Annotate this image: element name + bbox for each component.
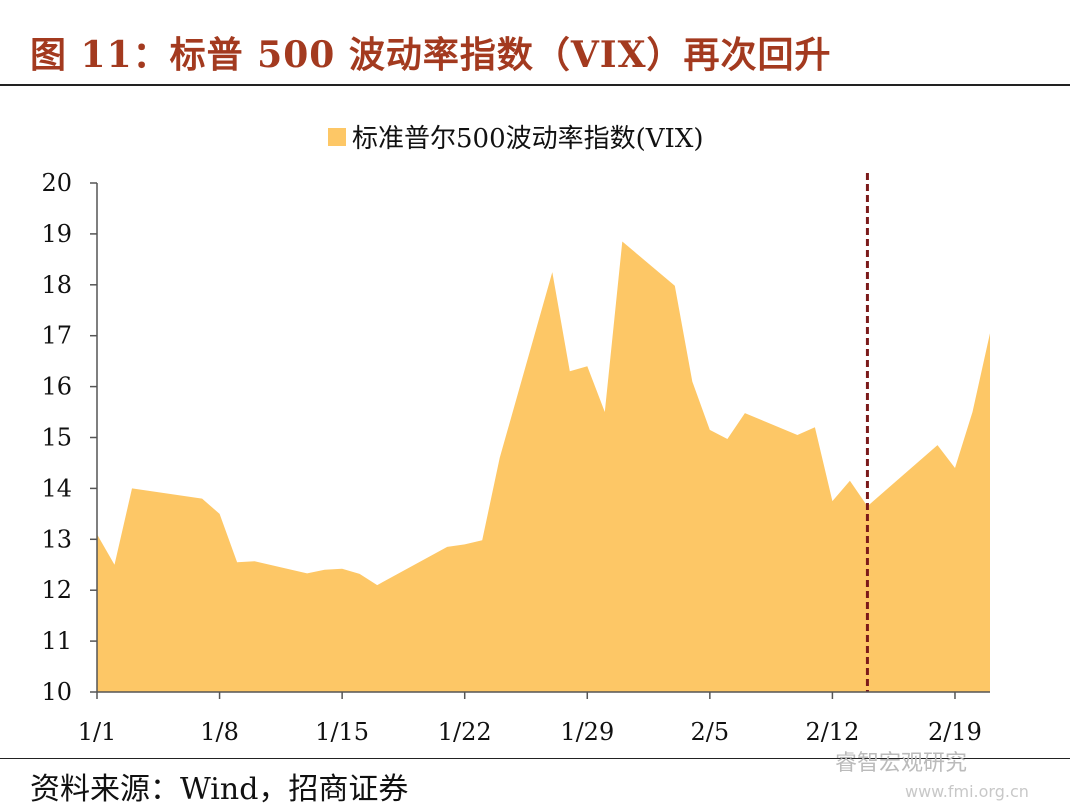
x-tick-label-15: 1/15 — [315, 718, 369, 746]
legend-label: 标准普尔500波动率指数(VIX) — [352, 124, 703, 154]
y-tick-labels: 10 11 12 13 14 15 16 17 18 19 20 — [41, 169, 72, 706]
x-tick-label-50: 2/19 — [928, 718, 982, 746]
y-tick-label-10: 10 — [41, 678, 72, 706]
footer-divider — [0, 758, 1070, 759]
vix-area-chart: 标准普尔500波动率指数(VIX) 10 11 12 13 14 15 16 17 18 19 20… — [41, 124, 990, 746]
x-tick-label-29: 1/29 — [560, 718, 614, 746]
x-tick-label-36: 2/5 — [691, 718, 730, 746]
source-note: 资料来源：Wind，招商证券 — [30, 772, 409, 807]
axis-layer — [90, 182, 990, 699]
y-tick-label-15: 15 — [41, 424, 72, 452]
legend: 标准普尔500波动率指数(VIX) — [328, 124, 703, 154]
watermark-url: www.fmi.org.cn — [905, 782, 1029, 801]
x-tick-labels: 1/1 1/8 1/15 1/22 1/29 2/5 2/12 2/19 — [78, 718, 982, 746]
vix-area-series-0 — [97, 241, 990, 692]
y-tick-label-16: 16 — [41, 373, 72, 401]
watermark-label: 睿智宏观研究 — [835, 751, 968, 776]
y-tick-label-17: 17 — [41, 322, 72, 350]
x-tick-label-22: 1/22 — [438, 718, 492, 746]
y-tick-label-14: 14 — [41, 474, 72, 502]
area-layer — [97, 241, 990, 692]
y-tick-label-18: 18 — [41, 271, 72, 299]
y-tick-label-11: 11 — [41, 627, 72, 655]
x-tick-label-8: 1/8 — [200, 718, 239, 746]
y-tick-label-19: 19 — [41, 220, 72, 248]
y-tick-label-12: 12 — [41, 576, 72, 604]
x-tick-label-43: 2/12 — [805, 718, 859, 746]
legend-swatch — [328, 128, 346, 146]
x-tick-label-1: 1/1 — [78, 718, 117, 746]
title-divider — [0, 84, 1070, 86]
y-tick-label-13: 13 — [41, 525, 72, 553]
y-tick-label-20: 20 — [41, 169, 72, 197]
chart-title: 图 11：标普 500 波动率指数（VIX）再次回升 — [30, 34, 832, 76]
